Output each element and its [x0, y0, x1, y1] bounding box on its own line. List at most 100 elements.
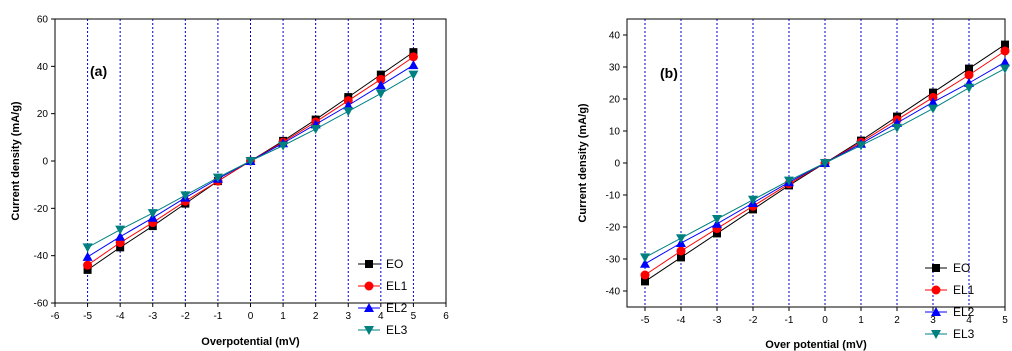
- data-point: [376, 74, 386, 84]
- data-point: [892, 123, 902, 133]
- y-axis-label: Current density (mA/g): [10, 101, 22, 221]
- x-axis-label: Overpotential (mV): [201, 336, 300, 348]
- y-tick-label: -20: [34, 204, 49, 215]
- x-tick-label: -4: [116, 311, 125, 322]
- plot-frame: [626, 18, 1006, 308]
- data-point: [929, 88, 937, 97]
- data-point: [748, 195, 758, 205]
- data-point: [408, 70, 419, 80]
- data-point: [310, 125, 321, 135]
- legend-item-el3: EL3: [358, 323, 408, 337]
- x-tick-label: 6: [443, 311, 449, 322]
- legend-label: EL1: [386, 279, 408, 293]
- y-tick-label: 40: [609, 31, 621, 42]
- x-axis-label: Over potential (mV): [765, 339, 867, 351]
- x-tick-label: -6: [51, 311, 60, 322]
- data-point: [677, 253, 685, 262]
- y-tick-label: 60: [37, 15, 49, 26]
- data-point: [1000, 46, 1010, 56]
- x-tick-label: 5: [411, 311, 417, 322]
- data-point: [82, 251, 93, 261]
- data-point: [928, 97, 938, 107]
- data-point: [641, 277, 649, 286]
- data-point: [1000, 57, 1010, 67]
- data-point: [375, 89, 386, 99]
- data-point: [83, 260, 93, 270]
- panel-label: (a): [90, 63, 107, 79]
- x-tick-label: -3: [148, 311, 157, 322]
- x-tick-label: 1: [858, 315, 864, 326]
- y-tick-label: -40: [606, 287, 621, 298]
- data-point: [965, 64, 973, 73]
- legend-marker: [931, 330, 941, 339]
- y-tick-label: -60: [34, 299, 49, 310]
- data-point: [147, 209, 158, 219]
- legend-item-eo: EO: [358, 257, 403, 271]
- data-point: [928, 104, 938, 114]
- y-tick-label: 30: [609, 63, 621, 74]
- legend-item-el1: EL1: [358, 279, 408, 293]
- data-point: [408, 52, 418, 62]
- legend-marker: [932, 264, 940, 272]
- x-tick-label: -4: [677, 315, 686, 326]
- x-tick-label: -5: [83, 311, 92, 322]
- y-tick-label: -40: [34, 251, 49, 262]
- x-tick-label: 3: [930, 315, 936, 326]
- legend-label: EO: [386, 257, 403, 271]
- legend-marker: [364, 326, 374, 335]
- y-tick-label: 10: [609, 127, 621, 138]
- x-tick-label: 4: [378, 311, 384, 322]
- y-tick-label: 40: [37, 62, 49, 73]
- x-tick-label: 3: [345, 311, 351, 322]
- legend-item-eo: EO: [925, 261, 970, 275]
- x-tick-label: -1: [213, 311, 222, 322]
- data-point: [784, 176, 794, 186]
- data-point: [278, 141, 289, 151]
- data-point: [964, 70, 974, 80]
- data-point: [1001, 40, 1009, 49]
- data-point: [1000, 64, 1010, 74]
- data-point: [343, 100, 354, 110]
- data-point: [964, 83, 974, 93]
- y-tick-label: 20: [609, 95, 621, 106]
- data-point: [115, 231, 126, 241]
- data-point: [712, 215, 722, 224]
- y-tick-label: 0: [614, 159, 620, 170]
- x-tick-label: 5: [1002, 315, 1008, 326]
- data-point: [640, 270, 650, 280]
- data-point: [856, 141, 866, 151]
- x-tick-label: 1: [280, 311, 286, 322]
- data-point: [820, 159, 830, 168]
- y-tick-label: -30: [606, 255, 621, 266]
- legend-marker: [365, 260, 373, 268]
- x-tick-label: -5: [641, 315, 650, 326]
- x-tick-label: 2: [313, 311, 319, 322]
- y-tick-label: -20: [606, 223, 621, 234]
- data-point: [640, 253, 650, 263]
- x-tick-label: -1: [785, 315, 794, 326]
- legend-label: EL1: [953, 283, 975, 297]
- data-point: [640, 258, 650, 268]
- legend-label: EL2: [953, 305, 975, 319]
- y-tick-label: 0: [42, 157, 48, 168]
- series-el3: [640, 64, 1010, 263]
- data-point: [343, 107, 354, 117]
- legend-item-el2: EL2: [358, 301, 408, 315]
- series-el3: [82, 70, 419, 253]
- y-tick-label: -10: [606, 191, 621, 202]
- data-point: [408, 60, 419, 70]
- chart-panel-a: -6 -5 -4 -3 -2 -1 0 1 2 3 4 5 6 -60 -40 -20 0 20 40 60 Overp…: [10, 15, 449, 349]
- legend-marker: [364, 303, 374, 312]
- legend-item-el3: EL3: [925, 327, 975, 341]
- x-tick-label: 2: [894, 315, 900, 326]
- y-tick-label: 20: [37, 109, 49, 120]
- legend-marker: [364, 281, 374, 291]
- x-tick-label: -3: [713, 315, 722, 326]
- legend-marker: [931, 307, 941, 316]
- data-point: [376, 70, 385, 79]
- data-point: [245, 157, 256, 166]
- y-axis-label: Current density (mA/g): [577, 103, 589, 223]
- panel-label: (b): [660, 65, 678, 81]
- data-point: [82, 243, 93, 253]
